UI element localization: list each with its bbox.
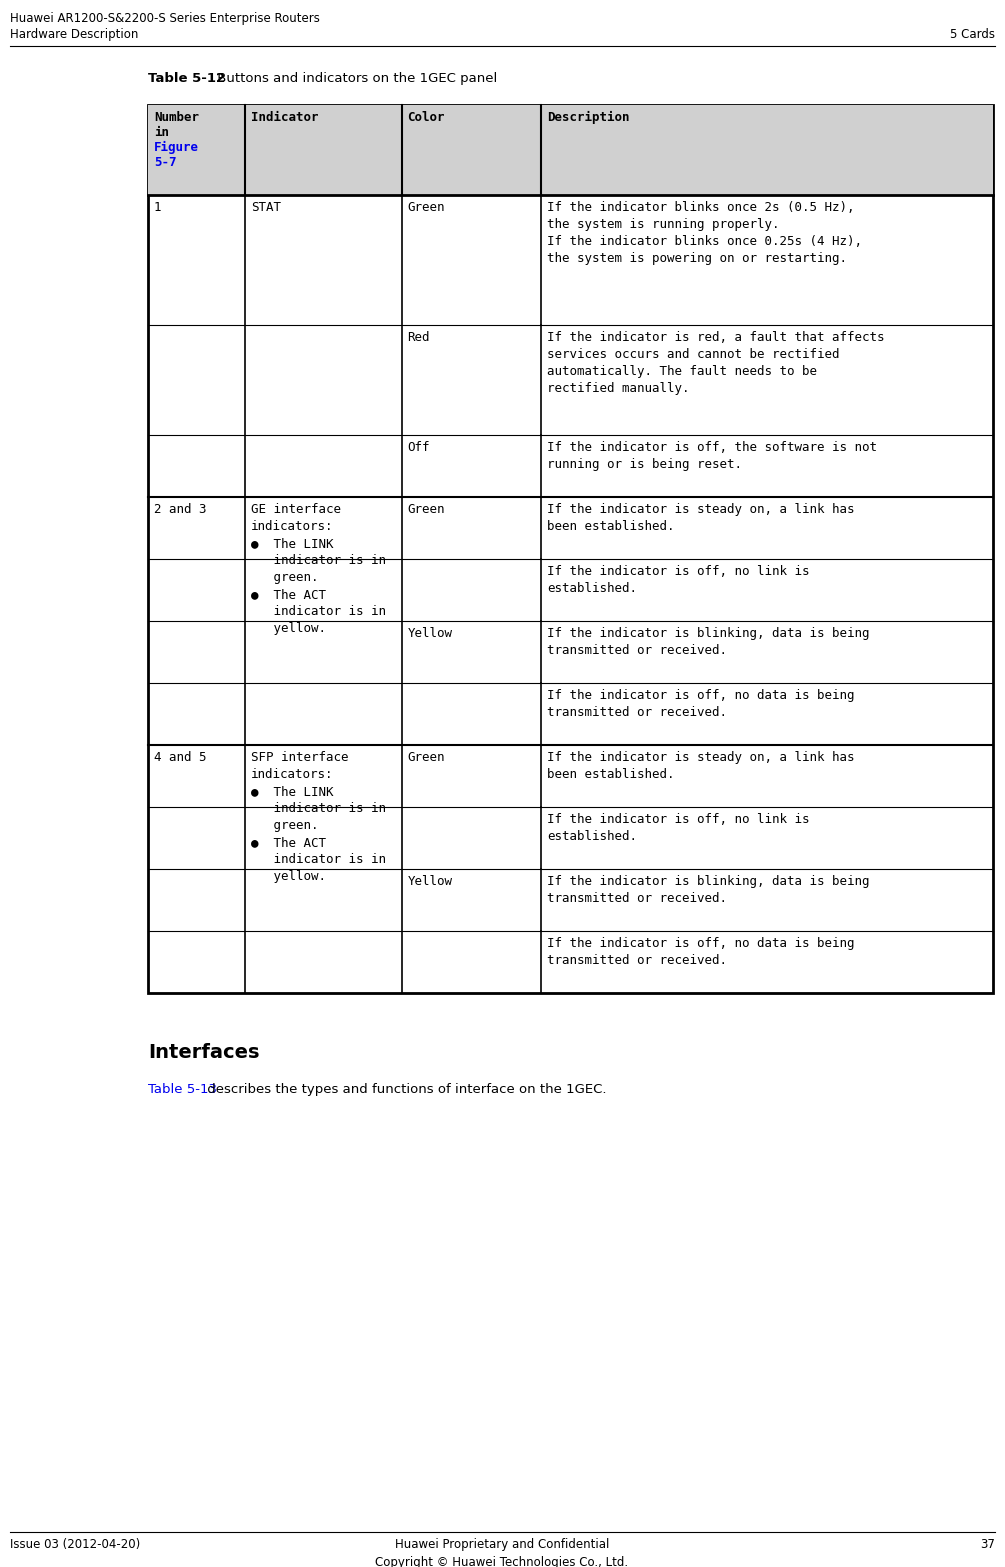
Text: Green: Green [407,503,445,516]
Text: Issue 03 (2012-04-20): Issue 03 (2012-04-20) [10,1537,141,1551]
Text: Interfaces: Interfaces [148,1044,259,1062]
Text: 4 and 5: 4 and 5 [154,751,206,765]
Text: If the indicator is off, no data is being
transmitted or received.: If the indicator is off, no data is bein… [547,937,854,967]
Bar [148,105,993,993]
Text: If the indicator is steady on, a link has
been established.: If the indicator is steady on, a link ha… [547,751,854,780]
Text: Table 5-12: Table 5-12 [148,72,225,85]
Text: Yellow: Yellow [407,874,452,888]
Text: Figure: Figure [154,141,199,154]
Text: 1: 1 [154,201,162,215]
Text: 2 and 3: 2 and 3 [154,503,206,516]
Text: Indicator: Indicator [251,111,319,124]
Text: describes the types and functions of interface on the 1GEC.: describes the types and functions of int… [203,1083,606,1095]
Text: If the indicator is blinking, data is being
transmitted or received.: If the indicator is blinking, data is be… [547,627,869,657]
Text: GE interface
indicators:
●  The LINK
   indicator is in
   green.
●  The ACT
   : GE interface indicators: ● The LINK indi… [251,503,386,635]
Text: If the indicator blinks once 2s (0.5 Hz),
the system is running properly.
If the: If the indicator blinks once 2s (0.5 Hz)… [547,201,862,265]
Text: 5-7: 5-7 [154,157,177,169]
Text: If the indicator is steady on, a link has
been established.: If the indicator is steady on, a link ha… [547,503,854,533]
Text: in: in [154,125,169,139]
Text: Buttons and indicators on the 1GEC panel: Buttons and indicators on the 1GEC panel [213,72,497,85]
Text: Green: Green [407,201,445,215]
Text: Description: Description [547,111,629,124]
Text: 37: 37 [980,1537,995,1551]
Text: 5 Cards: 5 Cards [950,28,995,41]
Text: If the indicator is off, no link is
established.: If the indicator is off, no link is esta… [547,566,809,595]
Text: Hardware Description: Hardware Description [10,28,139,41]
Text: Yellow: Yellow [407,627,452,639]
Text: Color: Color [407,111,445,124]
Text: If the indicator is off, no link is
established.: If the indicator is off, no link is esta… [547,813,809,843]
Text: STAT: STAT [251,201,281,215]
Text: If the indicator is off, no data is being
transmitted or received.: If the indicator is off, no data is bein… [547,689,854,719]
Text: Number: Number [154,111,199,124]
Text: Green: Green [407,751,445,765]
Text: SFP interface
indicators:
●  The LINK
   indicator is in
   green.
●  The ACT
  : SFP interface indicators: ● The LINK ind… [251,751,386,882]
Text: If the indicator is blinking, data is being
transmitted or received.: If the indicator is blinking, data is be… [547,874,869,906]
Text: Off: Off [407,440,430,454]
Text: If the indicator is red, a fault that affects
services occurs and cannot be rect: If the indicator is red, a fault that af… [547,331,884,395]
Text: If the indicator is off, the software is not
running or is being reset.: If the indicator is off, the software is… [547,440,877,472]
Text: Huawei AR1200-S&2200-S Series Enterprise Routers: Huawei AR1200-S&2200-S Series Enterprise… [10,13,320,25]
Text: Huawei Proprietary and Confidential
Copyright © Huawei Technologies Co., Ltd.: Huawei Proprietary and Confidential Copy… [376,1537,628,1567]
Text: Red: Red [407,331,430,345]
Bar [148,105,993,194]
Text: Table 5-13: Table 5-13 [148,1083,217,1095]
